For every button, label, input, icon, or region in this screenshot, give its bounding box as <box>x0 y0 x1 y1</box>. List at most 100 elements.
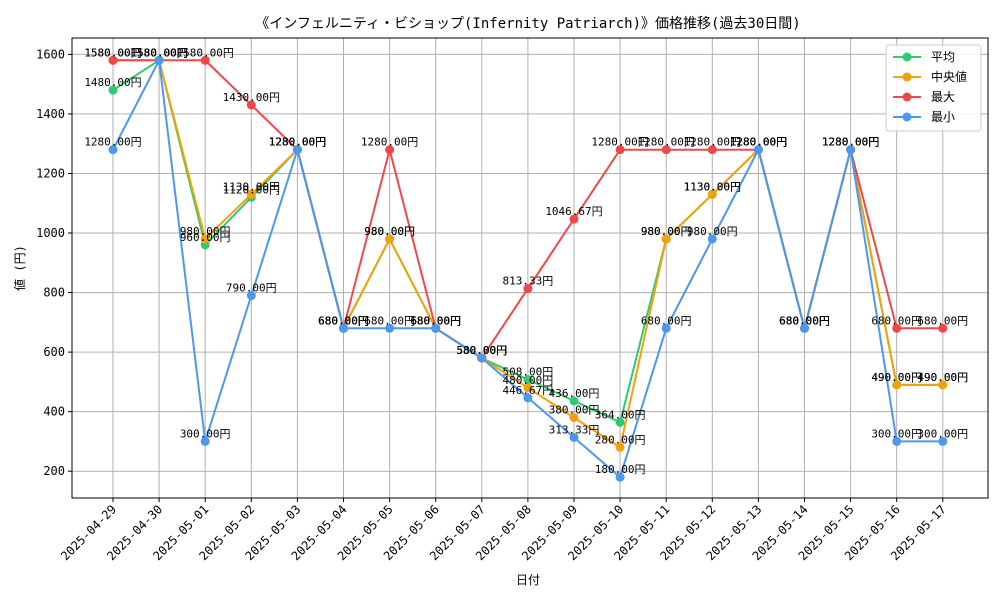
data-label: 1580.00円 <box>84 46 141 59</box>
data-label: 300.00円 <box>180 427 231 440</box>
data-label: 680.00円 <box>318 314 369 327</box>
data-point <box>569 396 579 406</box>
data-point <box>385 145 395 155</box>
data-label: 980.00円 <box>364 225 415 238</box>
data-label: 1580.00円 <box>130 46 187 59</box>
data-point <box>938 323 948 333</box>
data-label: 580.00円 <box>456 344 507 357</box>
y-tick-label: 1000 <box>36 226 65 240</box>
data-point <box>615 442 625 452</box>
data-point <box>246 189 256 199</box>
data-point <box>385 323 395 333</box>
data-point <box>569 432 579 442</box>
data-label: 436.00円 <box>549 387 600 400</box>
data-label: 1480.00円 <box>84 76 141 89</box>
legend-label: 中央値 <box>931 69 967 84</box>
legend-marker <box>902 112 912 122</box>
data-label: 980.00円 <box>364 225 415 238</box>
data-label: 364.00円 <box>595 408 646 421</box>
data-label: 680.00円 <box>779 314 830 327</box>
data-point <box>569 413 579 423</box>
data-point <box>938 380 948 390</box>
data-label: 1580.00円 <box>130 46 187 59</box>
data-point <box>707 234 717 244</box>
data-label: 490.00円 <box>917 371 968 384</box>
data-point <box>938 436 948 446</box>
data-label: 980.00円 <box>641 225 692 238</box>
data-label: 1280.00円 <box>730 136 787 149</box>
data-label: 680.00円 <box>871 314 922 327</box>
data-point <box>154 55 164 65</box>
data-label: 980.00円 <box>641 225 692 238</box>
data-label: 1280.00円 <box>269 136 326 149</box>
y-tick-label: 1400 <box>36 107 65 121</box>
data-label: 1046.67円 <box>545 205 602 218</box>
y-tick-label: 1200 <box>36 166 65 180</box>
data-label: 1280.00円 <box>822 136 879 149</box>
data-label: 680.00円 <box>641 314 692 327</box>
data-label: 1120.00円 <box>223 183 280 196</box>
data-point <box>523 284 533 294</box>
data-point <box>753 145 763 155</box>
data-label: 300.00円 <box>871 427 922 440</box>
data-label: 680.00円 <box>779 314 830 327</box>
data-label: 680.00円 <box>364 314 415 327</box>
data-point <box>892 323 902 333</box>
data-point <box>200 55 210 65</box>
data-label: 1280.00円 <box>84 136 141 149</box>
data-point <box>846 145 856 155</box>
data-label: 1580.00円 <box>84 46 141 59</box>
data-point <box>523 375 533 385</box>
data-point <box>385 234 395 244</box>
y-tick-label: 1600 <box>36 47 65 61</box>
data-label: 1280.00円 <box>684 136 741 149</box>
y-tick-label: 600 <box>43 345 65 359</box>
data-point <box>800 323 809 333</box>
legend-label: 最大 <box>931 90 955 104</box>
data-label: 490.00円 <box>871 371 922 384</box>
plot-frame <box>71 37 989 499</box>
data-label: 1280.00円 <box>361 136 418 149</box>
data-point <box>200 436 210 446</box>
data-label: 960.00円 <box>180 231 231 244</box>
data-label: 490.00円 <box>917 371 968 384</box>
data-label: 680.00円 <box>779 314 830 327</box>
data-point <box>339 323 348 333</box>
data-label: 380.00円 <box>549 404 600 417</box>
data-label: 580.00円 <box>456 344 507 357</box>
x-axis-label: 日付 <box>516 573 540 587</box>
data-point <box>892 380 902 390</box>
legend-label: 平均 <box>931 50 955 64</box>
data-point <box>523 393 533 403</box>
data-point <box>661 323 671 333</box>
data-label: 580.00円 <box>456 344 507 357</box>
y-tick-label: 400 <box>43 405 65 419</box>
data-point <box>108 55 118 65</box>
data-point <box>246 100 256 110</box>
data-point <box>477 353 487 363</box>
data-label: 1580.00円 <box>130 46 187 59</box>
data-point <box>661 145 671 155</box>
data-point <box>615 472 625 482</box>
data-point <box>615 145 625 155</box>
data-label: 1280.00円 <box>730 136 787 149</box>
data-label: 980.00円 <box>180 225 231 238</box>
data-label: 1130.00円 <box>223 180 280 193</box>
legend-marker <box>902 72 912 82</box>
legend-marker <box>902 92 912 102</box>
data-label: 1280.00円 <box>822 136 879 149</box>
data-label: 480.00円 <box>503 374 554 387</box>
y-axis-ticks: 200 400 600 800 1000 1200 1400 1600 <box>36 47 72 478</box>
data-label: 1280.00円 <box>269 136 326 149</box>
data-label: 508.00円 <box>503 366 554 379</box>
data-point <box>523 383 533 393</box>
data-point <box>292 145 302 155</box>
data-point <box>108 85 118 95</box>
x-axis-ticks: 2025-04-292025-04-302025-05-012025-05-02… <box>58 498 949 563</box>
data-point <box>707 145 717 155</box>
data-label: 1280.00円 <box>269 136 326 149</box>
y-axis-label: 値 (円) <box>12 245 27 291</box>
data-label: 1580.00円 <box>130 46 187 59</box>
series-lines <box>108 55 948 482</box>
